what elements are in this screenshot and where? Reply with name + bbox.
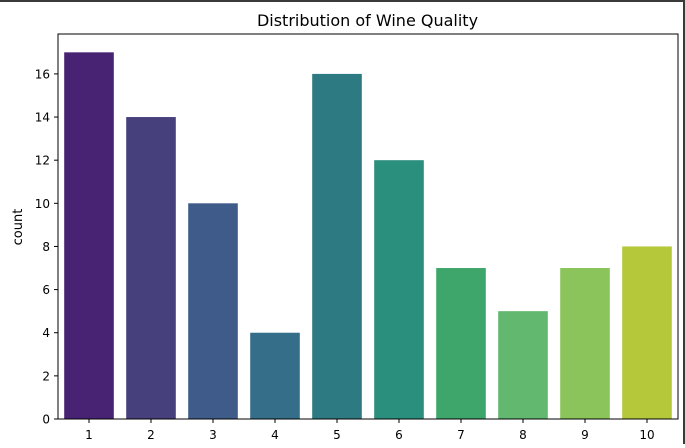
y-tick-label-14: 14 <box>35 111 50 125</box>
x-tick-label-10: 10 <box>639 428 654 442</box>
y-tick-label-12: 12 <box>35 154 50 168</box>
window-top-border <box>0 0 685 2</box>
x-tick-label-2: 2 <box>147 428 155 442</box>
y-tick-label-6: 6 <box>42 283 50 297</box>
y-axis-label: count <box>11 209 26 246</box>
x-tick-label-1: 1 <box>85 428 93 442</box>
bar-10 <box>622 246 672 419</box>
bar-2 <box>126 117 176 419</box>
x-tick-label-4: 4 <box>271 428 279 442</box>
bar-7 <box>436 268 486 419</box>
y-tick-label-8: 8 <box>42 240 50 254</box>
plot-area-frame <box>57 33 679 420</box>
x-tick-label-7: 7 <box>457 428 465 442</box>
bar-4 <box>250 332 300 419</box>
x-tick-label-6: 6 <box>395 428 403 442</box>
x-tick-label-5: 5 <box>333 428 341 442</box>
x-axis: 1 2 3 4 5 6 7 8 9 10 <box>85 419 655 442</box>
bar-6 <box>374 160 424 419</box>
y-tick-label-16: 16 <box>35 67 50 81</box>
chart-title: Distribution of Wine Quality <box>257 11 478 30</box>
y-tick-label-2: 2 <box>42 369 50 383</box>
y-tick-label-0: 0 <box>42 413 50 427</box>
x-tick-label-3: 3 <box>209 428 217 442</box>
bars-group <box>64 52 672 420</box>
y-tick-label-4: 4 <box>42 326 50 340</box>
bar-9 <box>560 268 610 419</box>
window-right-border <box>683 0 685 444</box>
bar-5 <box>312 73 362 420</box>
x-tick-label-8: 8 <box>519 428 527 442</box>
x-tick-label-9: 9 <box>581 428 589 442</box>
y-axis: 0 2 4 6 8 10 12 14 16 <box>35 67 58 427</box>
bar-8 <box>498 311 548 419</box>
bar-3 <box>188 203 238 419</box>
bar-1 <box>64 52 114 419</box>
y-tick-label-10: 10 <box>35 197 50 211</box>
